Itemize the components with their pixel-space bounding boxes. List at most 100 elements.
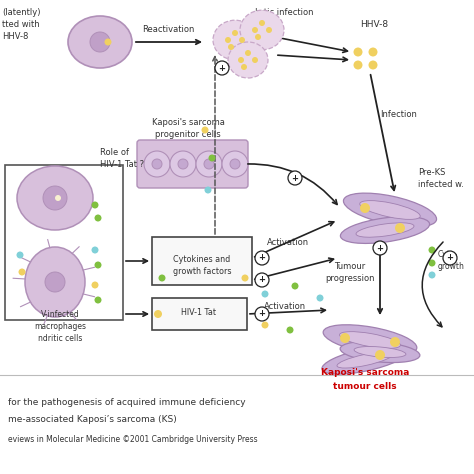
Text: Activation: Activation — [267, 238, 309, 247]
Text: Cyto-: Cyto- — [438, 250, 458, 259]
Circle shape — [238, 57, 244, 63]
Circle shape — [354, 61, 363, 70]
Circle shape — [209, 155, 216, 162]
Ellipse shape — [322, 346, 408, 374]
Circle shape — [443, 251, 457, 265]
Circle shape — [201, 127, 209, 134]
Circle shape — [368, 47, 377, 56]
Circle shape — [18, 268, 26, 275]
Circle shape — [259, 20, 265, 26]
Circle shape — [215, 61, 229, 75]
Circle shape — [152, 159, 162, 169]
Text: Reactivation: Reactivation — [142, 25, 194, 34]
Text: (latently): (latently) — [2, 8, 40, 17]
Text: eviews in Molecular Medicine ©2001 Cambridge University Press: eviews in Molecular Medicine ©2001 Cambr… — [8, 435, 258, 444]
Ellipse shape — [68, 16, 132, 68]
Text: +: + — [258, 254, 265, 263]
Circle shape — [45, 272, 65, 292]
Text: +: + — [219, 64, 226, 73]
Circle shape — [428, 272, 436, 279]
Circle shape — [255, 273, 269, 287]
Ellipse shape — [170, 151, 196, 177]
Circle shape — [91, 246, 99, 254]
Text: Pre-KS: Pre-KS — [418, 168, 446, 177]
Circle shape — [55, 195, 61, 201]
Circle shape — [204, 186, 211, 193]
Circle shape — [232, 30, 238, 36]
Ellipse shape — [323, 325, 417, 355]
Circle shape — [225, 37, 231, 43]
Text: Infection: Infection — [380, 110, 417, 119]
Text: Kaposi's sarcoma: Kaposi's sarcoma — [321, 368, 409, 377]
Ellipse shape — [339, 332, 401, 348]
Text: Cytokines and: Cytokines and — [173, 255, 231, 264]
Circle shape — [292, 283, 299, 290]
Text: +: + — [258, 275, 265, 284]
Circle shape — [252, 57, 258, 63]
Text: +: + — [292, 173, 299, 182]
Text: +: + — [376, 244, 383, 253]
Text: +: + — [447, 254, 454, 263]
Circle shape — [317, 294, 323, 301]
Text: Lytic infection: Lytic infection — [255, 8, 313, 17]
Circle shape — [204, 159, 214, 169]
Circle shape — [90, 32, 110, 52]
Circle shape — [373, 241, 387, 255]
FancyBboxPatch shape — [137, 140, 248, 188]
Text: infected w.: infected w. — [418, 180, 464, 189]
Circle shape — [340, 333, 350, 343]
Circle shape — [241, 274, 248, 282]
Text: me-associated Kaposi’s sarcoma (KS): me-associated Kaposi’s sarcoma (KS) — [8, 415, 177, 424]
Ellipse shape — [196, 151, 222, 177]
Ellipse shape — [213, 20, 257, 60]
Circle shape — [239, 37, 245, 43]
Ellipse shape — [144, 151, 170, 177]
Circle shape — [262, 291, 268, 298]
Circle shape — [428, 246, 436, 254]
Text: tted with: tted with — [2, 20, 40, 29]
Text: HIV-1 Tat: HIV-1 Tat — [182, 308, 217, 317]
Text: growth factors: growth factors — [173, 267, 231, 276]
Circle shape — [375, 350, 385, 360]
Circle shape — [266, 27, 272, 33]
Circle shape — [428, 259, 436, 266]
Circle shape — [262, 321, 268, 328]
Ellipse shape — [360, 201, 420, 219]
Ellipse shape — [337, 352, 393, 368]
FancyBboxPatch shape — [5, 165, 123, 320]
Text: HHV-8: HHV-8 — [2, 32, 28, 41]
Ellipse shape — [340, 341, 420, 363]
Text: Tumour: Tumour — [334, 262, 365, 271]
Circle shape — [228, 44, 234, 50]
Circle shape — [104, 38, 111, 46]
Ellipse shape — [240, 10, 284, 50]
Circle shape — [255, 251, 269, 265]
Text: growth: growth — [438, 262, 465, 271]
Text: HHV-8: HHV-8 — [360, 20, 388, 29]
Circle shape — [360, 203, 370, 213]
FancyBboxPatch shape — [152, 237, 252, 285]
Circle shape — [286, 327, 293, 334]
Circle shape — [241, 64, 247, 70]
Circle shape — [354, 47, 363, 56]
Circle shape — [245, 50, 251, 56]
Text: +: + — [258, 310, 265, 319]
Text: progression: progression — [325, 274, 375, 283]
Circle shape — [252, 27, 258, 33]
Text: HIV-1 Tat ?: HIV-1 Tat ? — [100, 160, 144, 169]
Ellipse shape — [25, 247, 85, 317]
Circle shape — [154, 310, 162, 318]
Ellipse shape — [354, 346, 406, 357]
Ellipse shape — [340, 217, 429, 244]
Circle shape — [43, 186, 67, 210]
Ellipse shape — [356, 223, 414, 237]
Circle shape — [91, 201, 99, 209]
Ellipse shape — [17, 166, 93, 230]
Text: Role of: Role of — [100, 148, 129, 157]
Circle shape — [94, 262, 101, 268]
Text: macrophages: macrophages — [34, 322, 86, 331]
Circle shape — [390, 337, 400, 347]
Circle shape — [395, 223, 405, 233]
Circle shape — [94, 215, 101, 221]
Circle shape — [230, 159, 240, 169]
